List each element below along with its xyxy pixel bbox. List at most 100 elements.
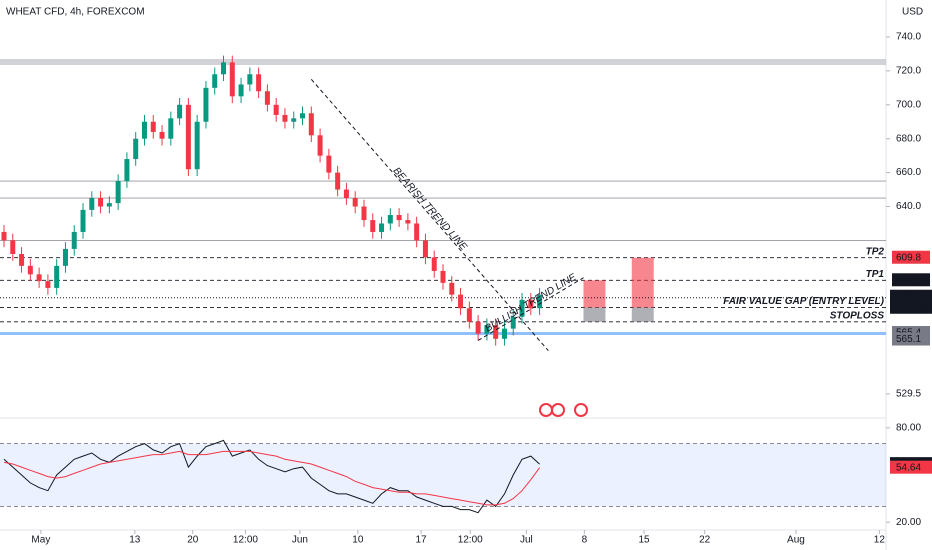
candle [458,287,464,316]
risk-box [631,307,654,322]
candle-body [177,104,183,119]
candle-body [519,299,525,317]
candle [212,67,218,95]
candle [422,233,428,265]
candle-body [247,74,253,85]
x-tick-label: 13 [129,535,141,546]
price-tag-label: 596.5 [896,275,921,286]
candle-body [440,270,446,283]
candle [414,216,420,248]
x-tick-label: 22 [699,535,711,546]
candle [54,259,60,295]
candle [229,55,235,104]
events [539,403,588,417]
candle [89,191,95,217]
candle-body [124,159,130,182]
level-label: STOPLOSS [830,310,885,321]
candle-body [264,91,270,105]
countdown: 02:11:59 [892,302,931,313]
candle [10,233,16,261]
candle-body [422,240,428,258]
candle-body [212,74,218,88]
candle [185,98,191,176]
candle-body [528,299,534,309]
candle [475,315,481,341]
candle [308,106,314,143]
price-tag-label: 586.2 [896,291,921,302]
reward-box [631,257,654,308]
event-icon[interactable] [539,403,553,417]
candle-body [141,121,147,139]
rsi-band [0,443,886,507]
rsi-value-label: 54.64 [896,462,921,473]
candle [80,203,86,239]
candle [247,67,253,92]
candle-body [80,209,86,232]
candle-body [256,74,262,92]
candle [519,293,525,324]
candle-body [493,325,499,339]
event-icon[interactable] [551,403,565,417]
candle [352,191,358,214]
level-label: TP1 [866,269,885,280]
candle-body [10,240,16,254]
candle [370,213,376,239]
candle [124,152,130,188]
candle [264,84,270,112]
candle [405,213,411,231]
candle [168,111,174,146]
x-tick-label: 8 [582,535,588,546]
candle-body [185,104,191,170]
candle [387,208,393,231]
candle-body [159,131,165,139]
y-tick-label: 720.0 [896,66,921,77]
y-tick-label: 529.5 [896,389,921,400]
candle [194,114,200,176]
candle [141,114,147,146]
candle-body [106,203,112,207]
candle [379,216,385,239]
candle [1,225,7,248]
candle [282,108,288,129]
candle [62,242,68,273]
candle-body [343,189,349,199]
candle [36,267,42,288]
x-tick-label: 20 [187,535,199,546]
y-tick-label: 700.0 [896,99,921,110]
candle [71,225,77,256]
candle-body [19,254,25,266]
candle-body [387,215,393,224]
candle [343,182,349,205]
candle [115,174,121,210]
price-tag-label: 565.1 [896,334,921,345]
x-tick-label: 12 [874,535,886,546]
candle-body [98,198,104,207]
candle-body [71,231,77,249]
candle-body [396,215,402,221]
candle-body [282,114,288,122]
candle-body [45,281,51,288]
event-icon[interactable] [574,403,588,417]
candle [45,274,51,295]
candle-body [27,265,33,275]
candle [150,114,156,139]
candle-body [361,206,367,221]
candle-body [431,257,437,271]
candle [27,259,33,282]
chart-title: WHEAT CFD, 4h, FOREXCOM [6,7,145,18]
risk-box [583,307,606,322]
candle-body [458,294,464,309]
x-tick-label: 12:00 [233,535,258,546]
candle-body [238,84,244,97]
currency: USD [902,7,923,18]
candle [466,301,472,329]
candle [361,199,367,227]
candle-body [36,274,42,282]
candle-body [326,155,332,173]
candle-body [150,121,156,132]
candle [326,148,332,180]
level-label: TP2 [866,246,885,257]
x-tick-label: 15 [638,535,650,546]
